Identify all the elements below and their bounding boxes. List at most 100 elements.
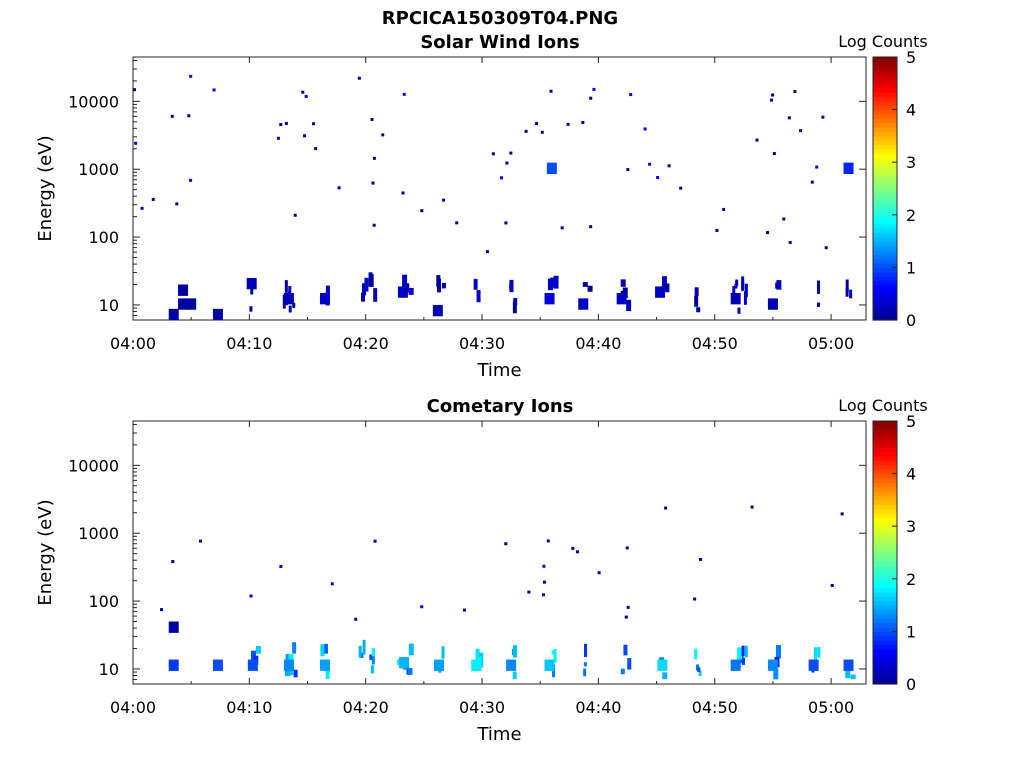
sparse-count-cell [664,506,668,510]
count-cell [730,292,741,305]
burst-count-cell [441,646,445,659]
sparse-count-cell [284,121,288,125]
solar-wind-panel: Solar Wind Ions 04:00 04:10 04:20 04:30 04:40… [35,32,928,381]
colorbar-tick-label: 1 [906,258,916,277]
colorbar-segment [873,83,897,89]
sparse-count-cell [420,209,424,213]
burst-count-cell [694,295,699,307]
sparse-count-cell [625,546,629,550]
colorbar-segment [873,232,897,238]
burst-count-cell [473,278,478,290]
count-cell [433,659,444,671]
colorbar-segment [873,460,897,466]
burst-count-cell [402,274,408,288]
colorbar-segment [873,267,897,273]
sparse-count-cell [542,593,546,597]
colorbar-segment [873,122,897,128]
colorbar-segment [873,530,897,536]
burst-count-cell [845,288,849,297]
y-tick-label: 1000 [78,524,119,543]
colorbar-segment [873,105,897,111]
burst-count-cell [550,277,556,288]
figure-title: RPCICA150309T04.PNG [382,8,618,29]
count-cell [843,162,854,174]
burst-count-cell [744,645,748,658]
burst-count-cell [361,283,366,296]
colorbar-segment [873,61,897,67]
burst-count-cell [408,643,414,656]
count-cell [655,286,666,298]
y-tick-label: 100 [88,228,119,247]
x-tick-label: 04:50 [692,334,738,353]
sparse-count-cell [500,176,504,180]
sparse-count-cell [566,122,570,126]
sparse-count-cell [354,617,358,621]
sparse-count-cell [546,539,550,543]
sparse-count-cell [815,165,819,169]
burst-count-cell [661,276,667,291]
colorbar-segment [873,539,897,545]
burst-count-cell [255,645,261,654]
colorbar-segment [873,495,897,501]
colorbar-segment [873,600,897,606]
burst-count-cell [320,644,325,657]
burst-count-cell [845,667,851,679]
x-tick-label: 05:00 [808,698,854,717]
colorbar-segment [873,521,897,527]
colorbar-segment [873,517,897,523]
colorbar-segment [873,236,897,242]
colorbar-segment [873,188,897,194]
colorbar-segment [873,605,897,611]
colorbar-segment [873,556,897,562]
x-tick-label: 04:20 [343,698,389,717]
colorbar-segment [873,227,897,233]
sparse-count-cell [402,92,406,96]
x-tick-label: 05:00 [808,334,854,353]
sparse-count-cell [314,147,318,151]
colorbar-segment [873,214,897,220]
heatmap-cells [160,505,856,680]
burst-count-cell [292,642,297,654]
count-cell [657,659,668,671]
sparse-count-cell [771,93,775,97]
sparse-count-cell [782,217,786,221]
colorbar-segment [873,438,897,444]
sparse-count-cell [189,74,193,78]
colorbar-segment [873,618,897,624]
colorbar-segment [873,96,897,102]
burst-count-cell [373,288,378,302]
sparse-count-cell [151,197,155,201]
y-tick-label: 10 [99,296,119,315]
burst-count-cell [512,671,517,680]
colorbar-segment [873,648,897,654]
colorbar-segment [873,565,897,571]
colorbar-segment [873,131,897,137]
count-cell [578,298,589,310]
colorbar-segment [873,302,897,308]
colorbar-segment [873,153,897,159]
colorbar-segment [873,570,897,576]
colorbar-segment [873,596,897,602]
sparse-count-cell [824,246,828,250]
y-tick-label: 10000 [68,92,119,111]
burst-count-cell [371,649,375,665]
colorbar-segment [873,486,897,492]
colorbar-segment [873,192,897,198]
count-cell [432,304,443,317]
sparse-count-cell [810,180,814,184]
sparse-count-cell [303,134,307,138]
panel-title: Cometary Ions [427,396,574,417]
colorbar-segment [873,315,897,321]
colorbar-segment [873,513,897,519]
sparse-count-cell [542,580,546,584]
sparse-count-cell [504,542,508,546]
colorbar-label: Log Counts [838,396,928,415]
colorbar-segment [873,613,897,619]
x-tick-label: 04:40 [575,334,621,353]
colorbar-segment [873,477,897,483]
colorbar-segment [873,201,897,207]
burst-count-cell [850,674,856,680]
colorbar-segment [873,627,897,632]
colorbar-segment [873,434,897,440]
